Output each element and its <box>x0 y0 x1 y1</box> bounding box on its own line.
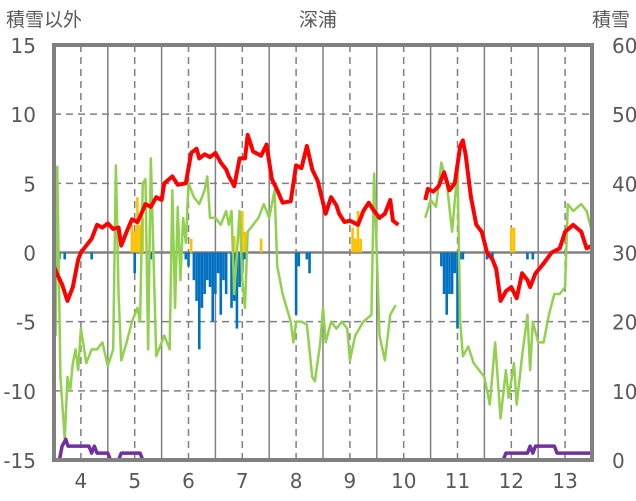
purple-series-line <box>425 444 592 462</box>
blue-bar <box>214 252 217 294</box>
yellow-bar <box>351 227 354 253</box>
blue-bar <box>133 252 136 274</box>
blue-bar <box>440 252 443 267</box>
blue-bar <box>216 252 220 274</box>
blue-bar <box>90 252 93 260</box>
left-axis-title: 積雪以外 <box>6 9 82 31</box>
yellow-bar <box>510 227 513 253</box>
left-tick-label: 10 <box>11 103 36 127</box>
x-tick-label: 13 <box>552 469 577 493</box>
blue-bar <box>445 252 449 315</box>
blue-bar <box>222 252 225 281</box>
x-tick-label: 7 <box>236 469 249 493</box>
blue-bar <box>485 252 489 260</box>
red-series-line <box>52 132 400 303</box>
x-tick-label: 4 <box>75 469 88 493</box>
x-tick-label: 9 <box>344 469 357 493</box>
blue-bar <box>211 252 215 322</box>
yellow-bar <box>259 238 263 253</box>
green-series-line <box>52 157 397 441</box>
blue-bar <box>308 252 311 274</box>
blue-bar <box>219 252 223 315</box>
x-tick-label: 6 <box>182 469 195 493</box>
blue-bar <box>184 252 188 260</box>
yellow-bar <box>189 238 193 253</box>
right-tick-label: 30 <box>612 242 636 266</box>
blue-bar <box>531 252 535 260</box>
blue-bar <box>461 252 465 260</box>
red-series-line <box>423 138 593 303</box>
yellow-bar <box>512 227 516 253</box>
blue-bar <box>203 252 206 294</box>
yellow-bar <box>130 224 134 253</box>
x-tick-label: 8 <box>290 469 303 493</box>
right-tick-label: 60 <box>612 34 636 58</box>
right-axis-title: 積雪 <box>592 9 630 31</box>
blue-bar <box>526 252 529 260</box>
blue-bar <box>206 252 209 281</box>
right-tick-label: 40 <box>612 172 636 196</box>
yellow-bar <box>243 231 247 253</box>
yellow-bar <box>356 211 360 253</box>
yellow-bar <box>136 197 139 253</box>
x-tick-label: 12 <box>499 469 524 493</box>
yellow-bar <box>138 224 142 253</box>
blue-bar <box>235 252 239 329</box>
right-tick-label: 10 <box>612 380 636 404</box>
yellow-bar <box>241 211 244 253</box>
yellow-bar <box>232 235 236 253</box>
blue-bar <box>297 252 301 267</box>
blue-bar <box>238 252 241 288</box>
blue-bar <box>224 252 228 294</box>
blue-bar <box>230 252 233 308</box>
blue-bar <box>243 252 247 260</box>
green-series-line <box>424 161 594 420</box>
left-tick-label: -15 <box>3 449 36 473</box>
blue-bar <box>305 252 309 260</box>
yellow-bar <box>353 238 357 253</box>
blue-bar <box>448 252 451 294</box>
blue-bar <box>187 252 190 267</box>
blue-bar <box>200 252 204 308</box>
plot-border <box>52 43 594 462</box>
chart-title: 深浦 <box>299 9 337 31</box>
left-tick-label: 5 <box>23 172 36 196</box>
yellow-bar <box>359 238 362 253</box>
blue-bar <box>208 252 212 288</box>
yellow-bar <box>133 231 136 253</box>
right-tick-label: 50 <box>612 103 636 127</box>
left-tick-label: 15 <box>11 34 36 58</box>
blue-bar <box>453 252 457 274</box>
blue-bar <box>63 252 67 260</box>
series-lines <box>52 132 594 462</box>
left-tick-label: -10 <box>3 380 36 404</box>
blue-bar <box>197 252 201 350</box>
blue-bar <box>491 252 494 260</box>
blue-bar <box>442 252 446 294</box>
left-tick-label: -5 <box>16 311 36 335</box>
x-tick-label: 11 <box>445 469 470 493</box>
right-tick-label: 20 <box>612 311 636 335</box>
blue-bar <box>195 252 198 301</box>
blue-bar <box>294 252 298 315</box>
right-tick-label: 0 <box>612 449 625 473</box>
blue-bar <box>456 252 459 329</box>
purple-series-line <box>54 437 396 462</box>
left-tick-label: 0 <box>23 242 36 266</box>
blue-bar <box>149 252 153 260</box>
blue-bar <box>192 252 196 281</box>
x-tick-label: 5 <box>128 469 141 493</box>
blue-bar <box>450 252 454 294</box>
x-tick-label: 10 <box>391 469 416 493</box>
